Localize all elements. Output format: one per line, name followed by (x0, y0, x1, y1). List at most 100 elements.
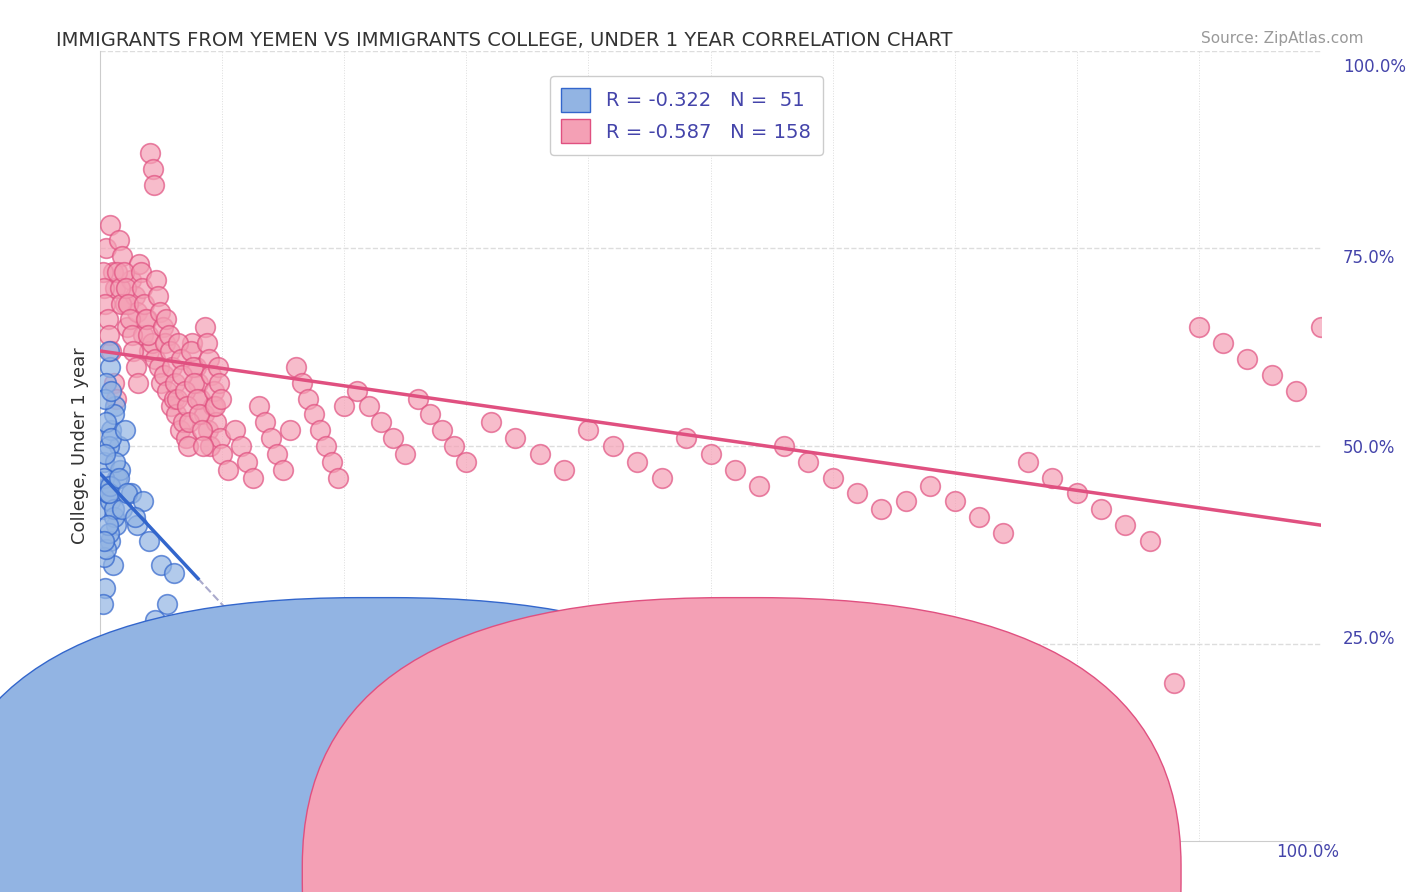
Point (94, 392, 117, 406)
Point (209, 392, 232, 406)
Point (846, 486, 869, 500)
Point (870, 502, 893, 516)
Point (117, 296, 139, 310)
Legend: R = -0.322   N =  51, R = -0.587   N = 158: R = -0.322 N = 51, R = -0.587 N = 158 (550, 76, 823, 155)
Text: 0.0%: 0.0% (89, 843, 131, 861)
Point (357, 400, 380, 414)
Point (174, 431, 197, 445)
Point (143, 178, 166, 192)
Point (1261, 368, 1284, 382)
Point (181, 359, 204, 374)
Point (772, 439, 794, 453)
Point (93, 549, 115, 564)
Point (100, 384, 122, 398)
Point (166, 392, 188, 406)
Point (98, 218, 121, 232)
Point (139, 146, 162, 161)
Point (198, 351, 221, 366)
Text: 100.0%: 100.0% (1343, 58, 1406, 76)
Point (172, 368, 194, 382)
Point (114, 423, 136, 437)
Point (142, 162, 165, 177)
Point (1309, 320, 1331, 334)
Point (97, 328, 120, 343)
Point (218, 463, 240, 477)
Point (97, 518, 120, 533)
Point (479, 415, 502, 429)
Point (135, 312, 157, 326)
Point (211, 447, 233, 461)
Point (96, 241, 118, 255)
Point (328, 470, 350, 484)
Point (97, 478, 120, 492)
Point (291, 376, 314, 390)
Point (152, 320, 174, 334)
Point (103, 502, 125, 516)
Point (578, 423, 600, 437)
Text: Immigrants from Yemen: Immigrants from Yemen (384, 863, 600, 881)
Point (197, 423, 219, 437)
Point (145, 273, 167, 287)
Point (165, 408, 187, 422)
Point (115, 281, 138, 295)
Point (124, 289, 146, 303)
Point (167, 336, 190, 351)
Point (132, 494, 155, 508)
Point (626, 455, 648, 469)
Point (529, 447, 551, 461)
Point (242, 470, 264, 484)
Point (229, 439, 252, 453)
Text: 25.0%: 25.0% (1343, 630, 1395, 648)
Point (187, 376, 209, 390)
Point (443, 439, 465, 453)
Point (138, 344, 160, 359)
Point (190, 423, 212, 437)
Text: 75.0%: 75.0% (1343, 249, 1395, 267)
Y-axis label: College, Under 1 year: College, Under 1 year (72, 348, 89, 544)
Point (207, 359, 229, 374)
Point (186, 392, 208, 406)
Point (134, 312, 156, 326)
Point (96, 376, 118, 390)
Point (162, 392, 184, 406)
Text: 50.0%: 50.0% (1343, 439, 1395, 458)
Point (156, 384, 179, 398)
Point (93, 533, 115, 548)
Point (699, 447, 721, 461)
Point (150, 376, 173, 390)
Point (153, 368, 176, 382)
Point (184, 359, 207, 374)
Point (153, 336, 176, 351)
Point (321, 455, 343, 469)
Point (100, 431, 122, 445)
Point (143, 351, 166, 366)
Point (1139, 533, 1161, 548)
Point (94, 296, 117, 310)
Point (1017, 455, 1039, 469)
Point (302, 408, 325, 422)
Point (91, 502, 114, 516)
Point (125, 359, 148, 374)
Point (127, 376, 149, 390)
Text: Source: ZipAtlas.com: Source: ZipAtlas.com (1201, 31, 1364, 46)
Point (651, 470, 673, 484)
Point (419, 408, 441, 422)
Point (943, 494, 966, 508)
Point (118, 312, 141, 326)
Point (503, 431, 526, 445)
Point (146, 289, 169, 303)
Point (101, 265, 124, 279)
Point (195, 336, 218, 351)
Point (156, 597, 179, 611)
Point (131, 281, 153, 295)
Point (97, 312, 120, 326)
Point (124, 510, 146, 524)
Point (97, 344, 120, 359)
Text: 100.0%: 100.0% (1277, 843, 1339, 861)
Point (132, 328, 155, 343)
Point (190, 392, 212, 406)
Point (136, 328, 159, 343)
Point (115, 320, 138, 334)
Point (141, 336, 163, 351)
Point (204, 400, 226, 414)
